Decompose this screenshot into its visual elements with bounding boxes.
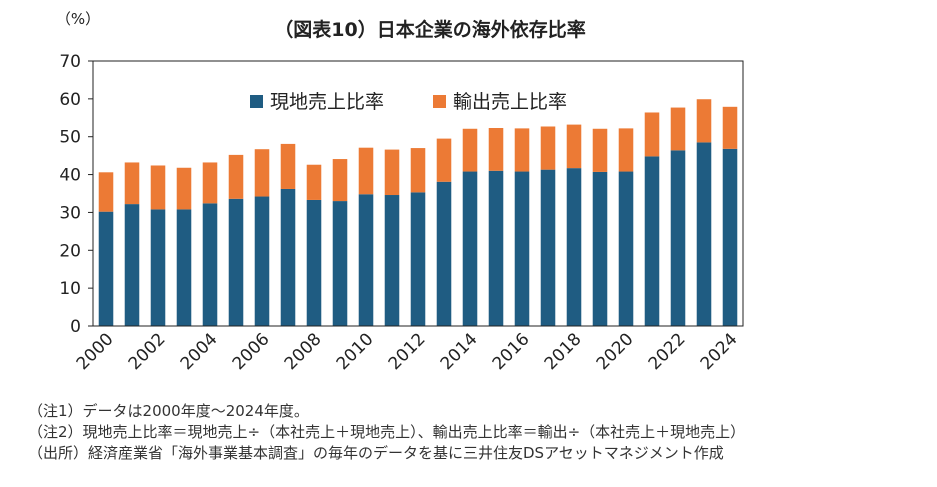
x-tick-label: 2008 — [281, 329, 326, 374]
bar-export-sales-2010 — [358, 147, 374, 195]
bar-export-sales-2000 — [98, 172, 114, 212]
note-1: （注1）データは2000年度～2024年度。 — [28, 402, 309, 420]
bar-export-sales-2012 — [410, 148, 426, 193]
legend-swatch-1 — [433, 95, 446, 108]
bar-local-sales-2011 — [384, 195, 400, 326]
bar-export-sales-2013 — [436, 138, 452, 182]
bar-export-sales-2020 — [618, 128, 634, 172]
bar-export-sales-2001 — [124, 162, 140, 205]
bar-local-sales-2009 — [332, 201, 348, 326]
legend: 現地売上比率 輸出売上比率 — [250, 91, 567, 113]
y-tick-label: 50 — [59, 128, 81, 148]
bar-export-sales-2008 — [306, 164, 322, 200]
bar-export-sales-2005 — [228, 154, 244, 199]
bar-local-sales-2017 — [540, 169, 556, 326]
bar-local-sales-2000 — [98, 211, 114, 326]
x-tick-label: 2018 — [541, 329, 586, 374]
bar-export-sales-2002 — [150, 165, 166, 210]
bar-local-sales-2008 — [306, 199, 322, 326]
legend-label-0: 現地売上比率 — [270, 91, 384, 113]
bar-local-sales-2013 — [436, 181, 452, 326]
y-tick-label: 10 — [59, 279, 81, 299]
bar-local-sales-2007 — [280, 188, 296, 326]
bar-local-sales-2021 — [644, 156, 660, 326]
bar-local-sales-2019 — [592, 171, 608, 326]
y-tick-label: 60 — [59, 90, 81, 110]
bar-local-sales-2023 — [696, 142, 712, 326]
source-note: （出所）経済産業省「海外事業基本調査」の毎年のデータを基に三井住友DSアセットマ… — [28, 444, 724, 462]
bar-local-sales-2018 — [566, 168, 582, 326]
bar-local-sales-2010 — [358, 194, 374, 326]
x-tick-label: 2022 — [645, 329, 690, 374]
bar-local-sales-2005 — [228, 198, 244, 326]
bar-export-sales-2023 — [696, 99, 712, 143]
bar-local-sales-2003 — [176, 209, 192, 326]
y-tick-label: 70 — [59, 52, 81, 72]
bar-export-sales-2017 — [540, 126, 556, 170]
y-axis-unit-label: （%） — [56, 10, 100, 28]
x-tick-label: 2016 — [489, 329, 534, 374]
bar-export-sales-2019 — [592, 128, 608, 172]
x-tick-label: 2012 — [385, 329, 430, 374]
x-tick-label: 2004 — [177, 329, 222, 374]
y-tick-label: 0 — [70, 317, 81, 337]
bar-local-sales-2012 — [410, 192, 426, 326]
bar-export-sales-2006 — [254, 149, 270, 197]
bar-local-sales-2014 — [462, 171, 478, 326]
bar-local-sales-2022 — [670, 150, 686, 326]
bar-group — [98, 99, 738, 326]
x-tick-label: 2002 — [125, 329, 170, 374]
bar-export-sales-2015 — [488, 128, 504, 171]
y-axis: 0 10 20 30 40 50 60 70 — [59, 52, 93, 337]
bar-export-sales-2016 — [514, 128, 530, 172]
bar-export-sales-2004 — [202, 162, 218, 204]
footnotes: （注1）データは2000年度～2024年度。 （注2）現地売上比率＝現地売上÷（… — [28, 401, 745, 464]
stacked-bar-chart: （図表10）日本企業の海外依存比率 （%） 0 10 20 30 40 50 60 70 20… — [56, 10, 744, 374]
y-tick-label: 20 — [59, 241, 81, 261]
bar-export-sales-2009 — [332, 159, 348, 202]
bar-export-sales-2021 — [644, 112, 660, 157]
x-tick-label: 2014 — [437, 329, 482, 374]
x-tick-label: 2020 — [593, 329, 638, 374]
x-tick-label: 2024 — [697, 329, 742, 374]
plot-area-frame — [92, 60, 744, 327]
y-tick-label: 40 — [59, 166, 81, 186]
bar-export-sales-2011 — [384, 149, 400, 196]
bar-local-sales-2001 — [124, 204, 140, 326]
bar-export-sales-2007 — [280, 143, 296, 189]
x-tick-label: 2010 — [333, 329, 378, 374]
bar-local-sales-2004 — [202, 203, 218, 326]
note-2: （注2）現地売上比率＝現地売上÷（本社売上＋現地売上）、輸出売上比率＝輸出÷（本… — [28, 423, 746, 441]
legend-label-1: 輸出売上比率 — [453, 91, 567, 113]
bar-local-sales-2020 — [618, 171, 634, 326]
bar-local-sales-2002 — [150, 209, 166, 326]
bar-local-sales-2024 — [722, 148, 738, 326]
bar-local-sales-2016 — [514, 171, 530, 326]
bar-export-sales-2024 — [722, 106, 738, 149]
bar-export-sales-2022 — [670, 107, 686, 151]
bar-local-sales-2015 — [488, 170, 504, 326]
y-tick-label: 30 — [59, 203, 81, 223]
bar-export-sales-2014 — [462, 128, 478, 172]
chart-title: （図表10）日本企業の海外依存比率 — [274, 18, 585, 41]
x-axis: 2000 2002 2004 2006 2008 2010 2012 2014 2016 2018… — [73, 329, 742, 374]
bar-local-sales-2006 — [254, 196, 270, 326]
bar-export-sales-2003 — [176, 167, 192, 210]
bar-export-sales-2018 — [566, 124, 582, 169]
legend-swatch-0 — [250, 95, 263, 108]
x-tick-label: 2006 — [229, 329, 274, 374]
